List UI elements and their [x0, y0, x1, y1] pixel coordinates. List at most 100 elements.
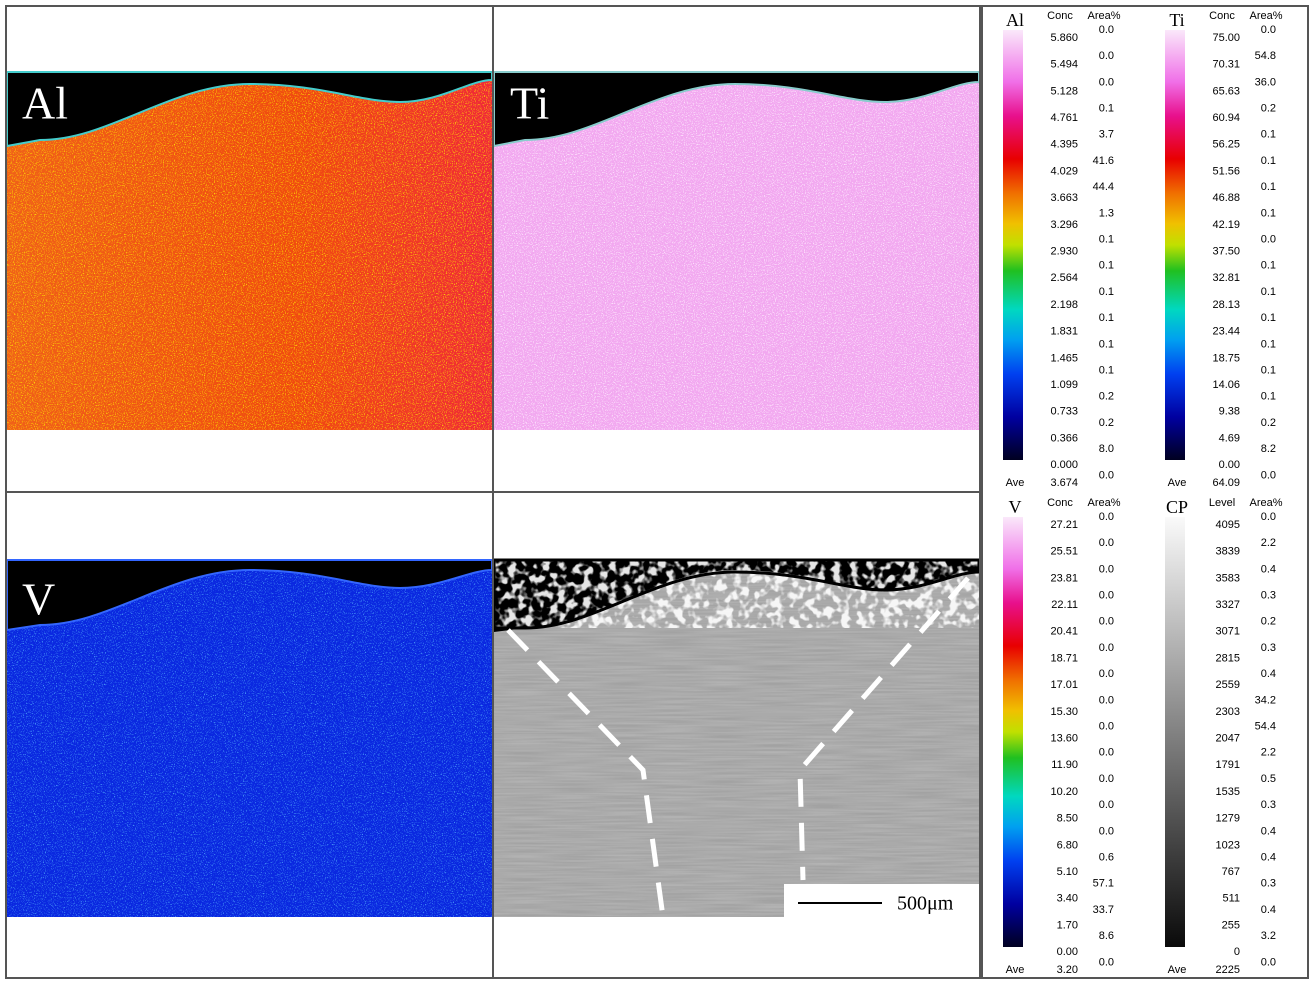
area-value: 44.4: [1093, 181, 1114, 193]
level-value: 18.71: [1050, 652, 1078, 664]
level-value: 23.44: [1212, 326, 1240, 338]
area-value: 0.0: [1099, 694, 1114, 706]
level-value: 60.94: [1212, 112, 1240, 124]
level-value: 3839: [1216, 546, 1240, 558]
level-value: 20.41: [1050, 626, 1078, 638]
level-value: 0.00: [1219, 459, 1240, 471]
area-value: 0.2: [1099, 391, 1114, 403]
level-value: 28.13: [1212, 299, 1240, 311]
area-value: 0.0: [1099, 773, 1114, 785]
area-value: 0.1: [1261, 260, 1276, 272]
area-value: 3.7: [1099, 129, 1114, 141]
level-value: 0.00: [1057, 946, 1078, 958]
color-bar: [1165, 517, 1185, 947]
color-bar: [1003, 517, 1023, 947]
level-value: 1.099: [1050, 379, 1078, 391]
level-value: 8.50: [1057, 813, 1078, 825]
ave-label: Ave: [1168, 477, 1187, 489]
level-value: 4.69: [1219, 432, 1240, 444]
area-value: 0.0: [1099, 50, 1114, 62]
level-value: 6.80: [1057, 839, 1078, 851]
level-value: 27.21: [1050, 519, 1078, 531]
ave-value: 3.674: [1050, 477, 1078, 489]
column-header: Area%: [1249, 497, 1282, 509]
area-value: 0.4: [1261, 668, 1276, 680]
area-value: 0.0: [1099, 642, 1114, 654]
area-value: 0.5: [1261, 773, 1276, 785]
area-value: 8.6: [1099, 930, 1114, 942]
level-value: 511: [1222, 893, 1240, 905]
area-value: 0.1: [1261, 207, 1276, 219]
level-value: 0: [1234, 946, 1240, 958]
area-value: 0.0: [1099, 76, 1114, 88]
level-value: 2303: [1216, 706, 1240, 718]
area-value: 0.0: [1099, 537, 1114, 549]
panel-label: Al: [22, 78, 68, 129]
element-label: Ti: [1169, 10, 1184, 30]
level-value: 1023: [1216, 839, 1240, 851]
area-value: 0.2: [1261, 616, 1276, 628]
area-value: 0.1: [1099, 103, 1114, 115]
level-value: 3.40: [1057, 893, 1078, 905]
coating-texture: [494, 560, 979, 628]
area-value: 0.2: [1261, 417, 1276, 429]
level-value: 37.50: [1212, 246, 1240, 258]
level-value: 23.81: [1050, 572, 1078, 584]
figure: Al Ti V 500μm AlConcArea%5.8605.4945.128…: [0, 0, 1312, 982]
area-value: 0.0: [1099, 721, 1114, 733]
area-value: 54.8: [1255, 50, 1276, 62]
area-value: 0.2: [1261, 103, 1276, 115]
area-value: 0.0: [1099, 616, 1114, 628]
level-value: 70.31: [1212, 59, 1240, 71]
area-value: 0.0: [1261, 956, 1276, 968]
level-value: 4095: [1216, 519, 1240, 531]
element-label: CP: [1166, 497, 1188, 517]
level-value: 11.90: [1051, 759, 1078, 771]
area-value: 0.1: [1099, 286, 1114, 298]
level-value: 15.30: [1050, 706, 1078, 718]
column-header: Area%: [1249, 10, 1282, 22]
level-value: 1791: [1216, 759, 1240, 771]
area-value: 0.1: [1099, 312, 1114, 324]
element-label: Al: [1006, 10, 1024, 30]
area-value: 36.0: [1255, 76, 1276, 88]
area-value: 0.1: [1261, 286, 1276, 298]
area-value: 2.2: [1261, 537, 1276, 549]
area-value: 41.6: [1093, 155, 1114, 167]
column-header: Conc: [1047, 497, 1073, 509]
area-value: 0.4: [1261, 825, 1276, 837]
color-bar: [1003, 30, 1023, 460]
level-value: 767: [1222, 866, 1240, 878]
area-value: 33.7: [1093, 904, 1114, 916]
area-value: 0.0: [1099, 563, 1114, 575]
level-value: 13.60: [1050, 733, 1078, 745]
level-value: 51.56: [1212, 165, 1240, 177]
area-value: 0.1: [1099, 260, 1114, 272]
level-value: 2.198: [1050, 299, 1078, 311]
level-value: 2.930: [1050, 246, 1078, 258]
level-value: 1535: [1216, 786, 1240, 798]
level-value: 25.51: [1050, 546, 1078, 558]
column-header: Area%: [1087, 497, 1120, 509]
area-value: 0.3: [1261, 590, 1276, 602]
level-value: 46.88: [1212, 192, 1240, 204]
area-value: 0.0: [1261, 234, 1276, 246]
area-value: 0.4: [1261, 563, 1276, 575]
level-value: 1.70: [1057, 919, 1078, 931]
area-value: 0.0: [1099, 956, 1114, 968]
area-value: 0.2: [1099, 417, 1114, 429]
bse-map: 500μm: [494, 560, 979, 917]
level-value: 75.00: [1212, 32, 1240, 44]
area-value: 0.1: [1261, 155, 1276, 167]
level-value: 18.75: [1212, 352, 1240, 364]
level-value: 5.494: [1050, 59, 1078, 71]
level-value: 1279: [1216, 813, 1240, 825]
level-value: 3327: [1216, 599, 1240, 611]
ave-value: 3.20: [1057, 964, 1078, 976]
level-value: 5.860: [1050, 32, 1078, 44]
area-value: 0.0: [1099, 24, 1114, 36]
area-value: 0.0: [1099, 511, 1114, 523]
level-value: 2559: [1216, 679, 1240, 691]
level-value: 14.06: [1212, 379, 1240, 391]
level-value: 0.733: [1050, 406, 1078, 418]
